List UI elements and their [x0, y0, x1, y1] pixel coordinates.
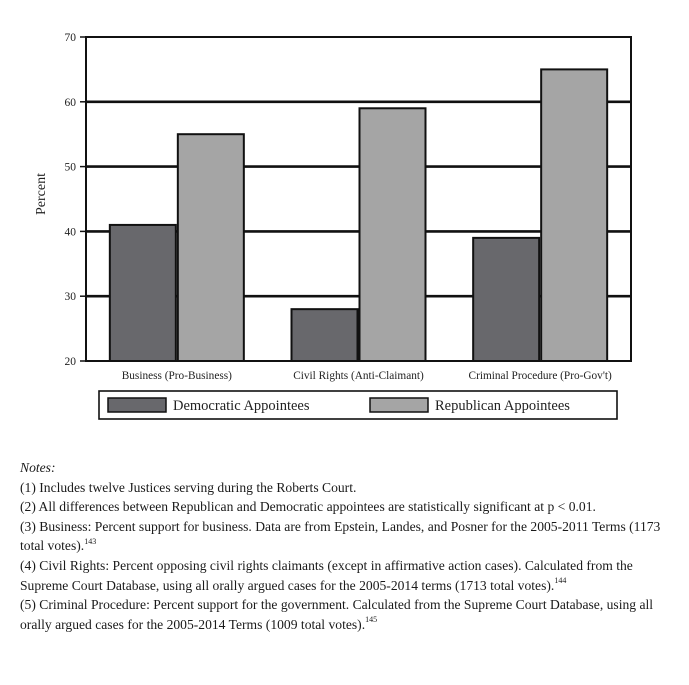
notes-heading: Notes: — [20, 460, 56, 475]
note-3-footnote: 143 — [84, 536, 97, 546]
note-3-text: (3) Business: Percent support for busine… — [20, 518, 661, 554]
bar-republican — [540, 68, 609, 363]
chart: 20 30 40 50 60 70 Percent Business (Pro-Busines… — [34, 32, 632, 420]
note-4-footnote: 144 — [554, 576, 567, 586]
bar-democratic — [290, 308, 359, 363]
notes: Notes: (1) Includes twelve Justices serv… — [20, 458, 675, 634]
note-5-footnote: 145 — [365, 615, 378, 625]
note-1: (1) Includes twelve Justices serving dur… — [20, 478, 675, 498]
bar-democratic — [108, 223, 177, 362]
y-tick-label: 70 — [65, 32, 77, 44]
legend-swatch-republican — [369, 397, 429, 413]
note-5-text: (5) Criminal Procedure: Percent support … — [20, 597, 654, 632]
note-2-text: (2) All differences between Republican a… — [20, 499, 596, 515]
legend-label-republican: Republican Appointees — [435, 398, 570, 414]
x-category-label: Business (Pro-Business) — [122, 370, 232, 382]
note-2: (2) All differences between Republican a… — [20, 497, 675, 517]
bar-chart: 20 30 40 50 60 70 Percent Business (Pro-Busines… — [34, 32, 632, 420]
note-1-text: (1) Includes twelve Justices serving dur… — [20, 479, 357, 495]
bar-democratic — [472, 236, 541, 363]
note-4: (4) Civil Rights: Percent opposing civil… — [20, 556, 675, 595]
x-category-label: Civil Rights (Anti-Claimant) — [293, 370, 424, 382]
bar-republican — [176, 133, 245, 362]
y-tick-label: 40 — [65, 226, 77, 238]
y-tick-label: 30 — [65, 291, 77, 303]
y-tick-label: 20 — [65, 356, 77, 368]
legend-label-democratic: Democratic Appointees — [173, 398, 310, 414]
legend-swatch-democratic — [107, 397, 167, 413]
legend-box — [98, 390, 618, 420]
bar-republican — [358, 107, 427, 362]
note-4-text: (4) Civil Rights: Percent opposing civil… — [20, 557, 633, 593]
y-tick-label: 60 — [65, 97, 77, 109]
plot-frame — [85, 36, 632, 362]
note-5: (5) Criminal Procedure: Percent support … — [20, 595, 675, 634]
note-3: (3) Business: Percent support for busine… — [20, 517, 675, 556]
y-tick-label: 50 — [65, 162, 77, 174]
x-category-label: Criminal Procedure (Pro-Gov't) — [469, 370, 612, 382]
y-axis-label: Percent — [34, 173, 49, 215]
